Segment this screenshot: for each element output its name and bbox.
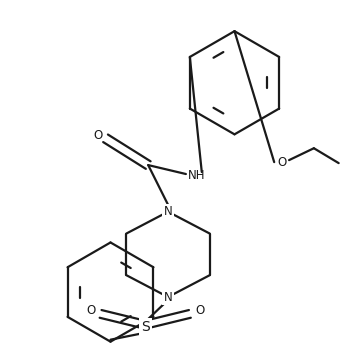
Text: N: N: [164, 205, 172, 218]
Text: O: O: [278, 156, 287, 169]
Text: S: S: [141, 320, 150, 334]
Text: O: O: [86, 304, 95, 317]
Text: O: O: [195, 304, 204, 317]
Text: N: N: [164, 291, 172, 304]
Text: O: O: [93, 129, 102, 142]
Text: NH: NH: [188, 168, 205, 181]
